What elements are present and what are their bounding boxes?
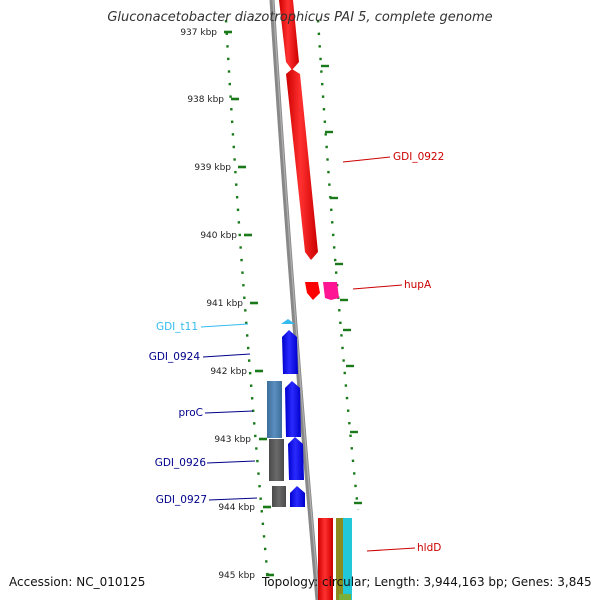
gene-feature-hupA-a[interactable]	[305, 282, 320, 300]
scale-ticks	[224, 30, 274, 577]
scale-label-939: 939 kbp	[194, 163, 231, 173]
gene-feature-gdi-t11[interactable]	[281, 319, 295, 324]
gene-feature-proC[interactable]	[285, 381, 301, 437]
gene-feature-hldD-c[interactable]	[339, 594, 351, 600]
label-hldD[interactable]: hldD	[417, 542, 441, 554]
gene-feature-gdi-0922[interactable]	[286, 69, 318, 260]
gene-feature-gdi-0927-a[interactable]	[272, 486, 286, 507]
scale-label-942: 942 kbp	[210, 367, 247, 377]
chromosome-backbone-highlight	[272, 0, 320, 600]
scale-labels: 937 kbp 938 kbp 939 kbp 940 kbp 941 kbp …	[180, 28, 255, 581]
label-gdi-0924[interactable]: GDI_0924	[149, 351, 201, 363]
gene-feature-gdi-0927[interactable]	[290, 486, 305, 507]
scale-track-outer	[316, 19, 360, 511]
gene-feature-top[interactable]	[279, 0, 299, 70]
scale-label-940: 940 kbp	[200, 231, 237, 241]
gene-feature-hldD[interactable]	[343, 518, 352, 600]
accession-text: Accession: NC_010125	[9, 575, 146, 589]
scale-label-943: 943 kbp	[214, 435, 251, 445]
map-title: Gluconacetobacter diazotrophicus PAI 5, …	[107, 10, 493, 25]
genome-summary-text: Topology: circular; Length: 3,944,163 bp…	[262, 575, 592, 589]
label-gdi-t11[interactable]: GDI_t11	[156, 321, 198, 333]
scale-label-937: 937 kbp	[180, 28, 217, 38]
gene-feature-hldD-a[interactable]	[318, 518, 333, 600]
label-gdi-0927[interactable]: GDI_0927	[156, 494, 207, 506]
callout-lines	[200, 156, 416, 552]
label-gdi-0922[interactable]: GDI_0922	[393, 151, 444, 163]
label-hupA[interactable]: hupA	[404, 279, 432, 291]
label-proC[interactable]: proC	[178, 407, 203, 419]
label-gdi-0926[interactable]: GDI_0926	[155, 457, 207, 469]
gene-feature-gdi-0924[interactable]	[282, 330, 298, 374]
scale-label-944: 944 kbp	[218, 503, 255, 513]
gene-feature-gdi-0926-a[interactable]	[269, 439, 284, 481]
gene-feature-hldD-b[interactable]	[336, 518, 343, 600]
gene-feature-proC-a[interactable]	[267, 381, 282, 438]
scale-label-941: 941 kbp	[206, 299, 243, 309]
scale-label-945: 945 kbp	[218, 571, 255, 581]
scale-label-938: 938 kbp	[187, 95, 224, 105]
outer-track-major-ticks	[321, 64, 362, 505]
chromosome-backbone	[269, 0, 321, 600]
gene-feature-gdi-0926[interactable]	[288, 437, 304, 480]
scale-track-inner	[224, 19, 270, 581]
gene-feature-hupA[interactable]	[323, 282, 339, 300]
